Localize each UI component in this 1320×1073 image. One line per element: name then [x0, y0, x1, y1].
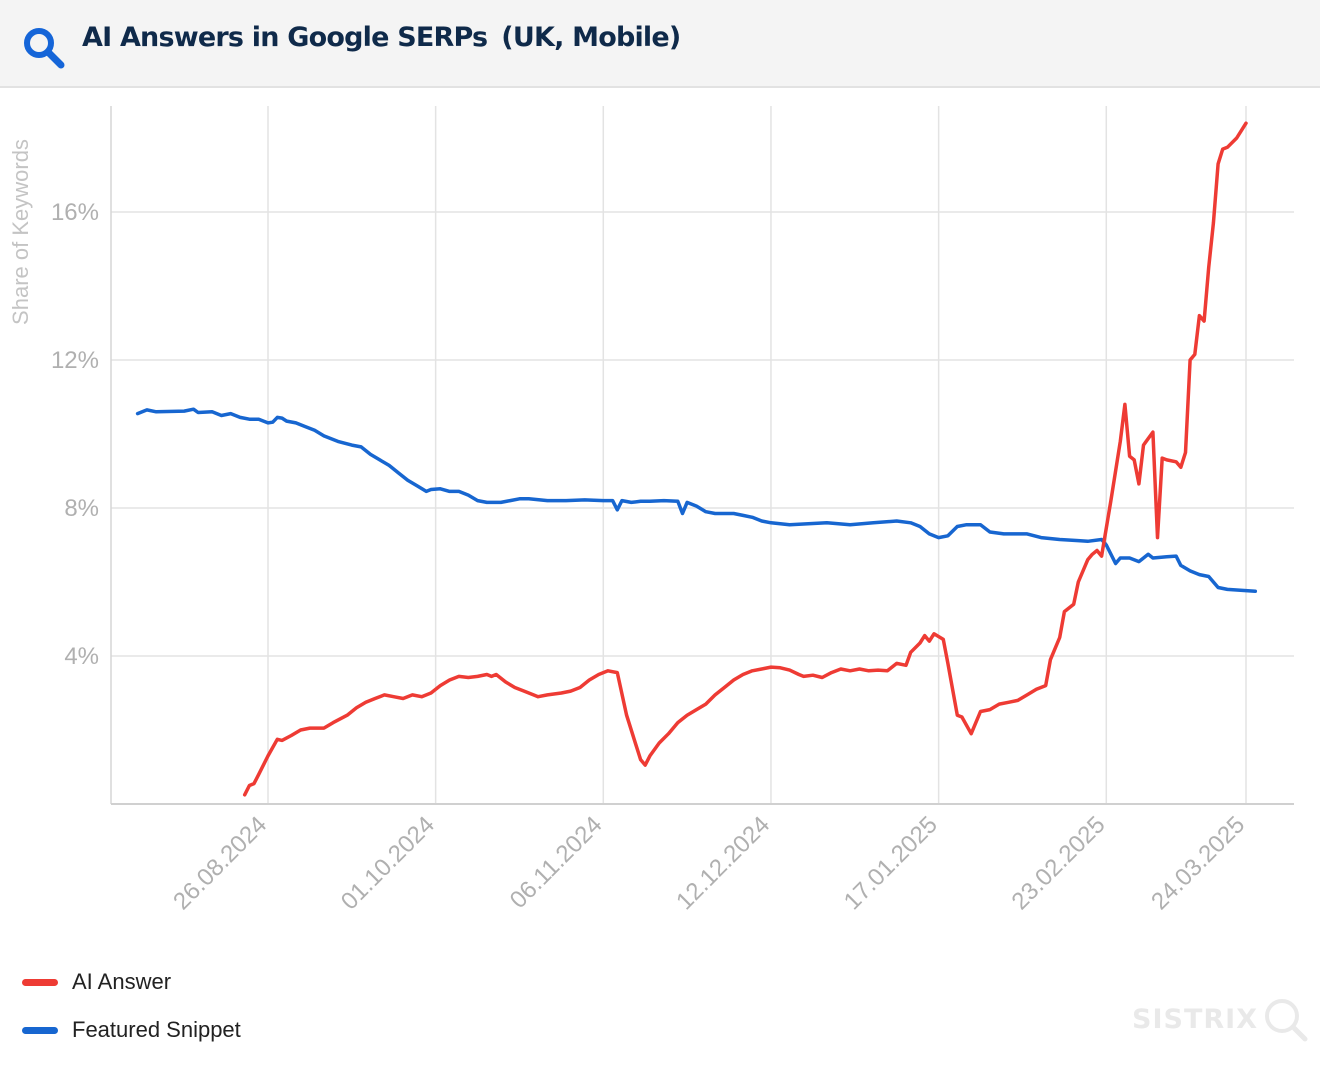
legend-label-ai-answer: AI Answer [72, 969, 172, 994]
y-tick-label: 16% [51, 199, 99, 226]
chart-axes [110, 106, 1294, 805]
series-line-ai-answer [242, 121, 1248, 797]
y-tick-label: 8% [64, 495, 99, 522]
x-tick-label: 12.12.2024 [671, 811, 775, 915]
series-line-featured-snippet [135, 407, 1258, 594]
chart-grid [111, 106, 1294, 804]
x-tick-label: 24.03.2025 [1146, 811, 1250, 915]
x-tick-label: 26.08.2024 [168, 811, 272, 915]
line-chart: 4% 8% 12% 16% 26.08.2024 01.10.2024 06.11.2024… [8, 106, 1294, 915]
search-icon-lens [24, 28, 54, 58]
x-tick-label: 23.02.2025 [1006, 811, 1110, 915]
search-icon [24, 28, 65, 69]
x-tick-label: 17.01.2025 [839, 811, 943, 915]
legend-label-featured-snippet: Featured Snippet [72, 1017, 241, 1042]
watermark-text: SISTRIX [1132, 1003, 1259, 1035]
watermark-icon-lens [1265, 999, 1300, 1033]
chart-title: AI Answers in Google SERPs [82, 22, 488, 53]
legend-swatch-featured-snippet [22, 1026, 58, 1034]
x-tick-label: 06.11.2024 [505, 811, 608, 914]
legend-item-ai-answer[interactable]: AI Answer [22, 958, 241, 1006]
chart-header: AI Answers in Google SERPs (UK, Mobile) [0, 0, 1320, 88]
x-tick-label: 01.10.2024 [336, 811, 440, 915]
y-axis-title: Share of Keywords [8, 139, 33, 325]
legend-item-featured-snippet[interactable]: Featured Snippet [22, 1006, 241, 1054]
chart-labels: 4% 8% 12% 16% 26.08.2024 01.10.2024 06.11.2024… [8, 139, 1250, 915]
chart-region: (UK, Mobile) [501, 22, 681, 53]
page-title: AI Answers in Google SERPs (UK, Mobile) [82, 22, 681, 53]
y-tick-label: 4% [64, 643, 99, 670]
chart-legend: AI Answer Featured Snippet [22, 958, 241, 1054]
sistrix-watermark: SISTRIX [1132, 996, 1308, 1042]
y-tick-label: 12% [51, 347, 99, 374]
watermark-icon-handle [1290, 1024, 1308, 1042]
legend-swatch-ai-answer [22, 978, 58, 986]
search-icon-handle [44, 48, 65, 69]
chart-series [135, 121, 1258, 797]
sistrix-search-icon [1265, 999, 1308, 1042]
